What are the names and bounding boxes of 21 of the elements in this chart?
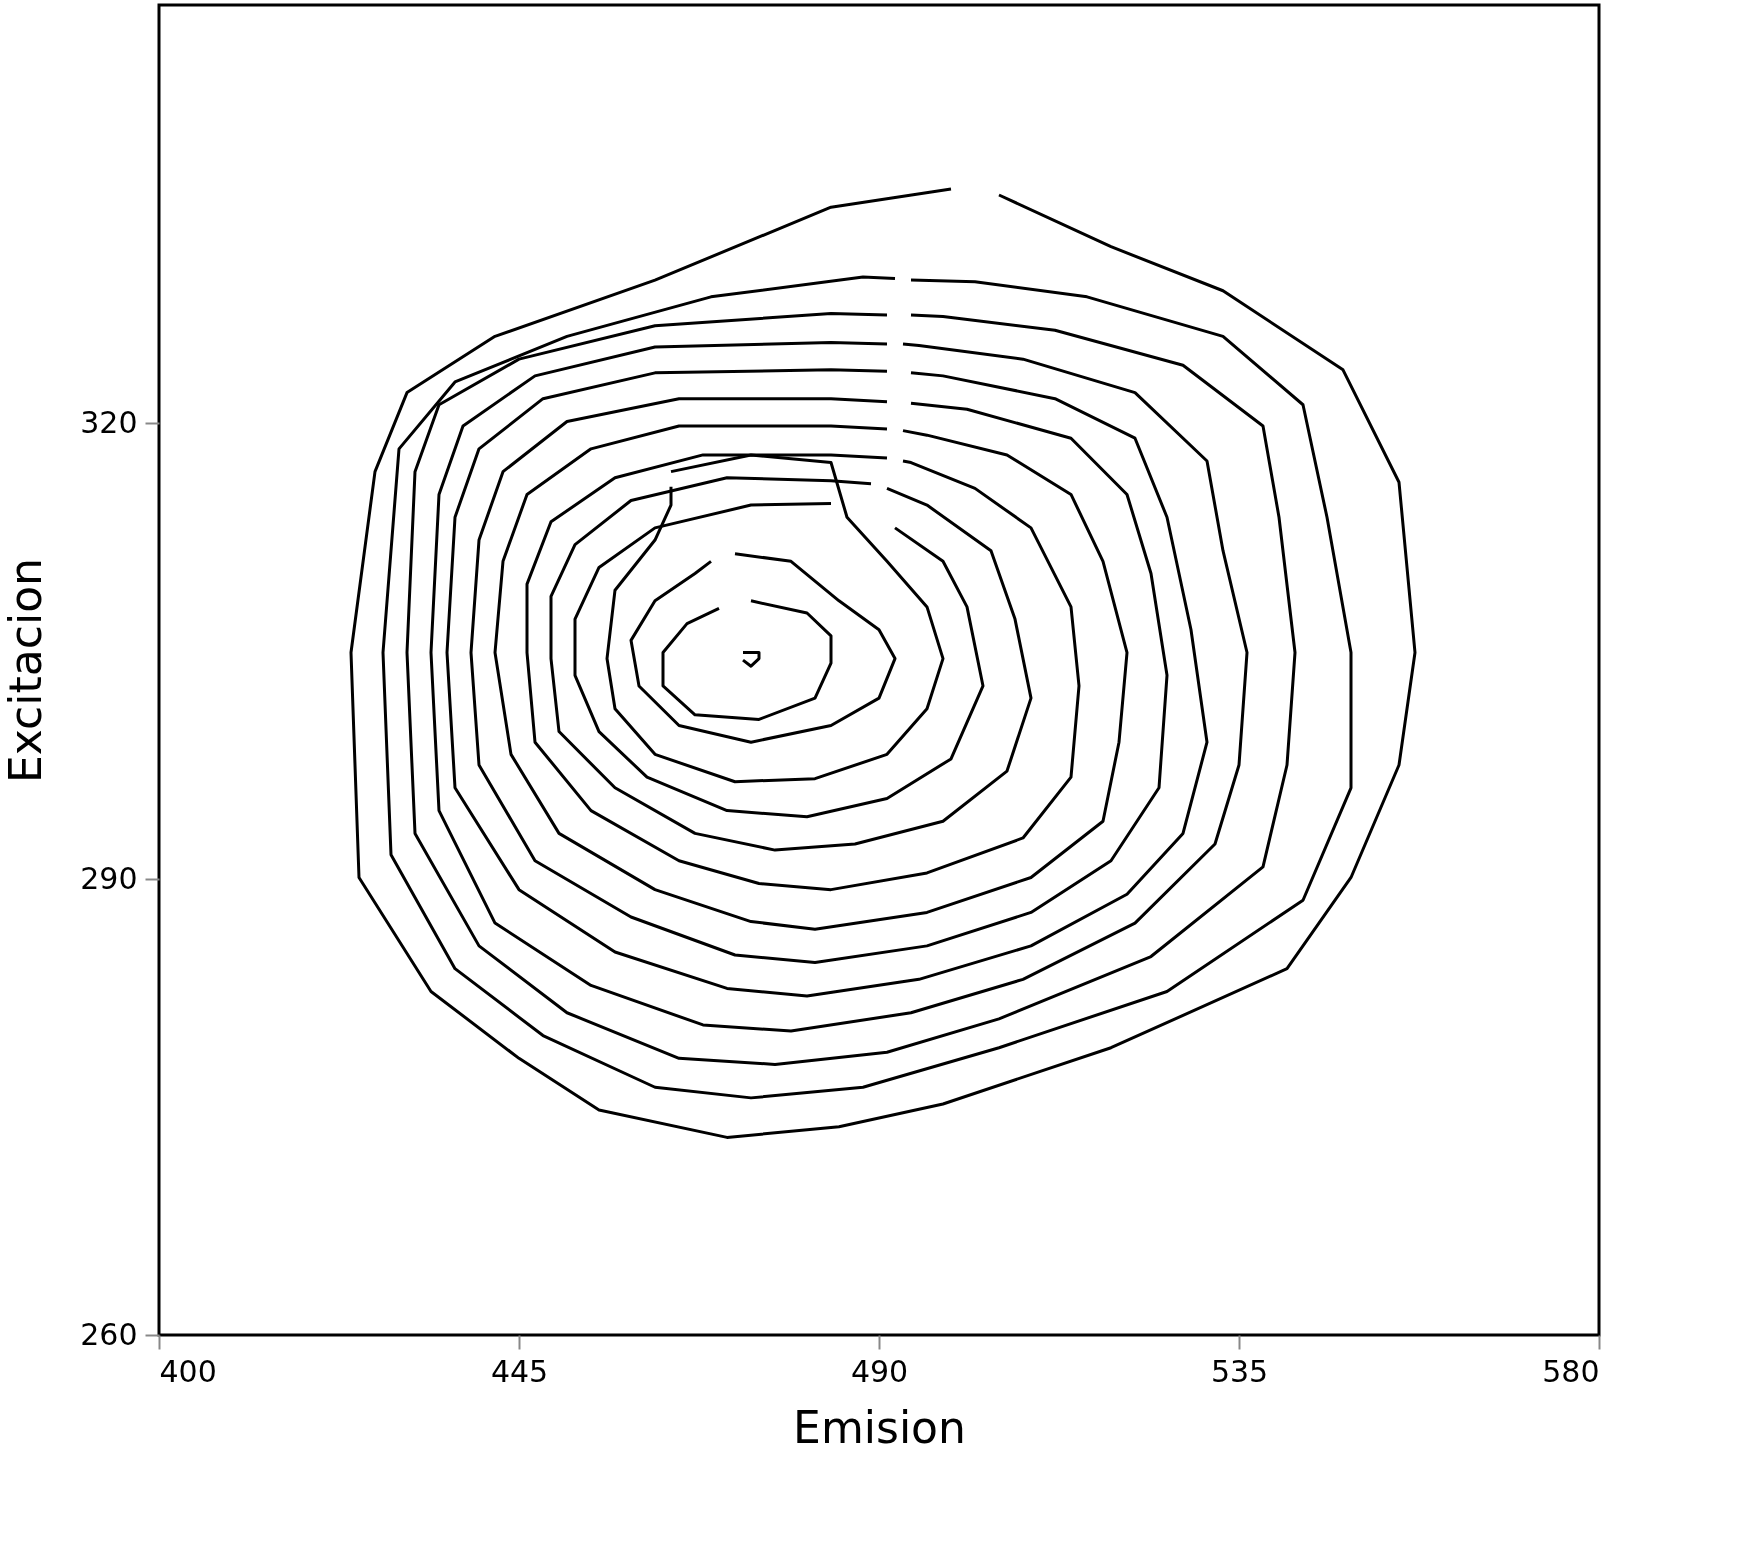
- line-series: [429, 340, 1249, 1033]
- line-series: [629, 552, 897, 744]
- y-axis-title: Excitacion: [0, 558, 52, 783]
- x-axis-title: Emision: [793, 1401, 966, 1453]
- line-series: [525, 453, 1081, 892]
- line-series: [349, 187, 1417, 1139]
- x-tick-label: 400: [159, 1353, 217, 1389]
- y-tick-label: 320: [80, 404, 138, 440]
- line-series: [405, 312, 1297, 1066]
- x-tick-label: 490: [850, 1353, 909, 1389]
- y-tick-label: 290: [80, 860, 138, 896]
- line-series: [741, 651, 761, 668]
- x-tick-label: 580: [1542, 1353, 1600, 1389]
- line-series: [381, 275, 1353, 1100]
- y-tick-label: 260: [80, 1316, 138, 1352]
- line-series: [469, 397, 1169, 965]
- line-series: [445, 368, 1209, 998]
- x-tick-label: 535: [1210, 1353, 1269, 1389]
- line-series: [493, 424, 1129, 931]
- x-tick-label: 445: [490, 1353, 549, 1389]
- line-series: [661, 599, 833, 721]
